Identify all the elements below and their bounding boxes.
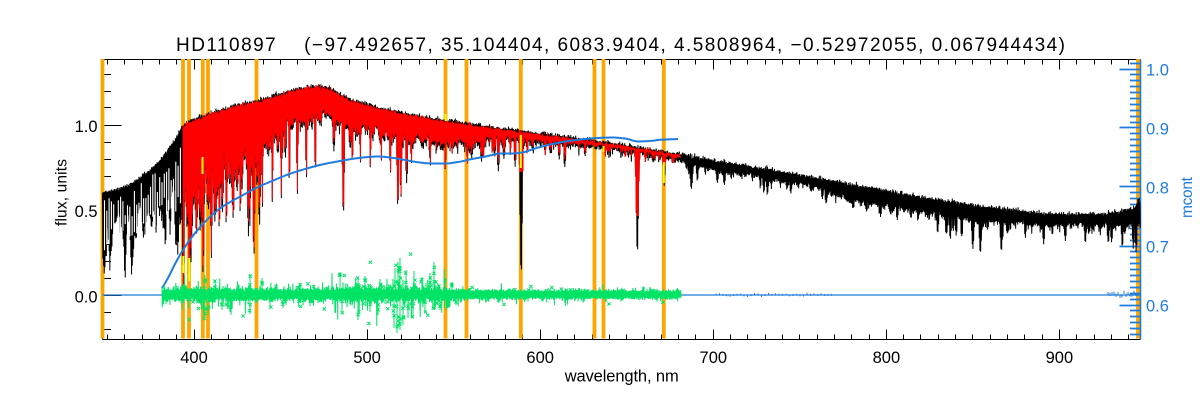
svg-text:0.0: 0.0 xyxy=(75,289,98,307)
svg-text:900: 900 xyxy=(1046,349,1074,367)
svg-text:700: 700 xyxy=(700,349,728,367)
svg-text:flux, units: flux, units xyxy=(54,159,71,226)
svg-text:0.9: 0.9 xyxy=(1146,120,1169,138)
svg-text:0.7: 0.7 xyxy=(1146,238,1169,256)
svg-text:0.5: 0.5 xyxy=(75,203,98,221)
svg-text:400: 400 xyxy=(180,349,208,367)
svg-text:600: 600 xyxy=(526,349,554,367)
svg-text:1.0: 1.0 xyxy=(1146,61,1169,79)
svg-text:800: 800 xyxy=(873,349,901,367)
svg-text:wavelength, nm: wavelength, nm xyxy=(564,368,679,386)
svg-text:HD110897 (−97.492657, 35.10: HD110897 (−97.492657, 35.104404, 6083.94… xyxy=(176,35,1065,56)
svg-text:0.8: 0.8 xyxy=(1146,179,1169,197)
svg-text:1.0: 1.0 xyxy=(75,118,98,136)
svg-text:mcont: mcont xyxy=(1179,176,1196,218)
svg-text:0.6: 0.6 xyxy=(1146,297,1169,315)
svg-text:500: 500 xyxy=(353,349,381,367)
